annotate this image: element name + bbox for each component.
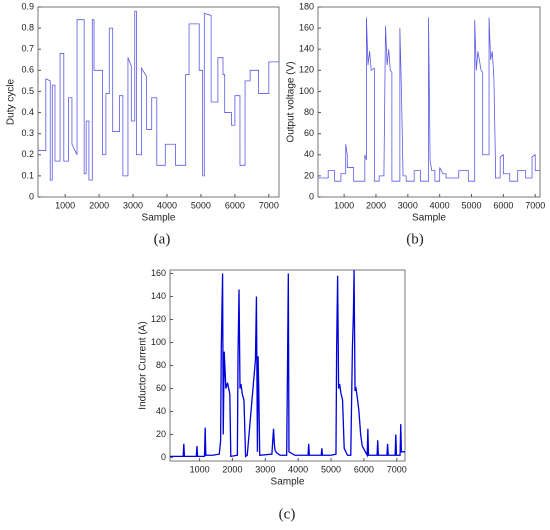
y-tick-label: 80 bbox=[304, 107, 314, 117]
y-tick-label: 20 bbox=[156, 429, 166, 439]
y-tick-label: 20 bbox=[304, 170, 314, 180]
x-tick-label: 7000 bbox=[525, 200, 545, 210]
x-tick-label: 5000 bbox=[462, 200, 482, 210]
x-tick-label: 3000 bbox=[123, 200, 143, 210]
y-tick-label: 0 bbox=[29, 191, 34, 201]
x-tick-label: 2000 bbox=[366, 200, 386, 210]
x-tick-label: 1000 bbox=[334, 200, 354, 210]
x-tick-label: 6000 bbox=[225, 200, 245, 210]
y-tick-label: 0.4 bbox=[21, 107, 34, 117]
y-tick-label: 60 bbox=[304, 128, 314, 138]
y-tick-label: 0.7 bbox=[21, 44, 34, 54]
x-tick-label: 6000 bbox=[493, 200, 513, 210]
x-tick-label: 7000 bbox=[387, 464, 407, 474]
x-tick-label: 3000 bbox=[255, 464, 275, 474]
y-tick-label: 120 bbox=[151, 314, 166, 324]
y-tick-label: 80 bbox=[156, 360, 166, 370]
data-line bbox=[318, 17, 540, 182]
y-tick-label: 0 bbox=[161, 452, 166, 462]
y-tick-label: 160 bbox=[299, 22, 314, 32]
y-tick-label: 160 bbox=[151, 268, 166, 278]
x-tick-label: 2000 bbox=[222, 464, 242, 474]
plot-area bbox=[37, 6, 280, 198]
x-tick-label: 5000 bbox=[191, 200, 211, 210]
data-line bbox=[170, 269, 405, 458]
y-tick-label: 100 bbox=[151, 337, 166, 347]
y-tick-label: 0.1 bbox=[21, 170, 34, 180]
caption: (c) bbox=[279, 506, 296, 522]
y-tick-label: 0.6 bbox=[21, 65, 34, 75]
x-tick-label: 5000 bbox=[321, 464, 341, 474]
y-tick-label: 60 bbox=[156, 383, 166, 393]
y-tick-label: 0.2 bbox=[21, 149, 34, 159]
x-tick-label: 3000 bbox=[398, 200, 418, 210]
y-tick-label: 100 bbox=[299, 86, 314, 96]
y-tick-label: 0.8 bbox=[21, 22, 34, 32]
data-line bbox=[38, 10, 279, 181]
x-tick-label: 4000 bbox=[430, 200, 450, 210]
x-axis-label: Sample bbox=[412, 213, 446, 224]
caption: (a) bbox=[154, 231, 171, 247]
x-tick-label: 4000 bbox=[288, 464, 308, 474]
x-axis-label: Sample bbox=[142, 213, 176, 224]
y-tick-label: 0 bbox=[309, 191, 314, 201]
y-axis-label: Output voltage (V) bbox=[286, 61, 297, 142]
x-tick-label: 6000 bbox=[354, 464, 374, 474]
x-axis-label: Sample bbox=[271, 477, 305, 488]
y-axis-label: Duty cycle bbox=[6, 79, 17, 126]
y-tick-label: 0.9 bbox=[21, 1, 34, 11]
x-tick-label: 1000 bbox=[55, 200, 75, 210]
x-tick-label: 7000 bbox=[259, 200, 279, 210]
x-tick-label: 1000 bbox=[190, 464, 210, 474]
x-tick-label: 4000 bbox=[157, 200, 177, 210]
y-tick-label: 140 bbox=[299, 44, 314, 54]
y-tick-label: 140 bbox=[151, 291, 166, 301]
y-tick-label: 120 bbox=[299, 65, 314, 75]
y-tick-label: 180 bbox=[299, 1, 314, 11]
caption: (b) bbox=[406, 231, 424, 247]
y-tick-label: 0.3 bbox=[21, 128, 34, 138]
y-tick-label: 0.5 bbox=[21, 86, 34, 96]
y-axis-label: Inductor Current (A) bbox=[138, 321, 149, 409]
x-tick-label: 2000 bbox=[89, 200, 109, 210]
y-tick-label: 40 bbox=[304, 149, 314, 159]
y-tick-label: 40 bbox=[156, 406, 166, 416]
